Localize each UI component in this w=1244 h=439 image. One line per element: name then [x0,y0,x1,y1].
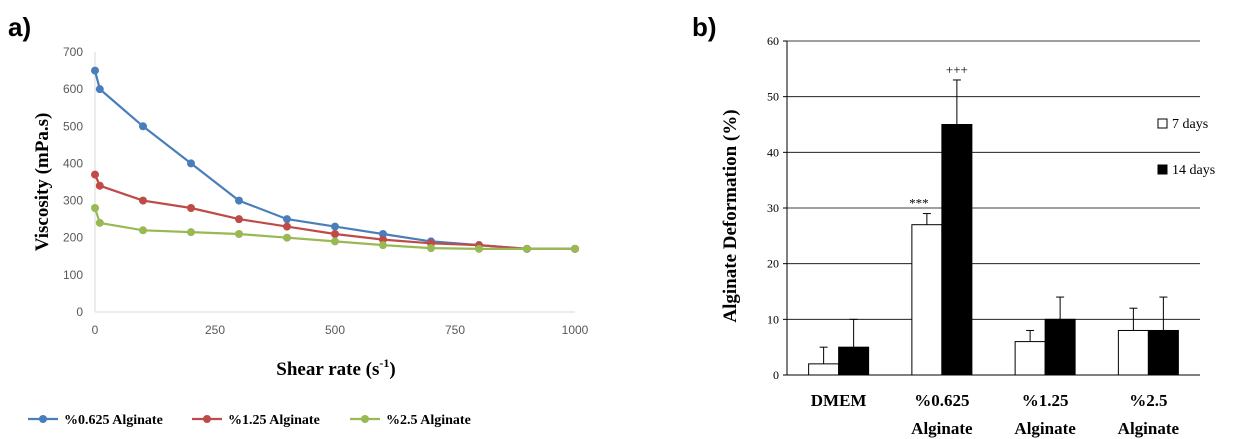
panel-b-deformation-chart: b) Alginate Deformation (%) 0 10 20 30 40 50 6… [692,12,1215,438]
panel-a-data-point [91,170,99,179]
panel-a-x-tick-label: 750 [445,323,465,337]
panel-b-y-tick-label: 20 [767,257,779,271]
panel-b-y-tick-label: 40 [767,145,779,159]
panel-a-y-tick-label: 0 [76,305,83,319]
panel-a-data-point [523,244,531,253]
panel-b-y-tick-label: 60 [767,34,779,48]
panel-a-y-axis-title: Viscosity (mPa.s) [32,113,53,252]
panel-b-bar [1014,341,1046,376]
panel-b-legend-swatch [1157,118,1168,129]
panel-a-legend-label: %1.25 Alginate [228,413,320,428]
panel-a-y-tick-label: 100 [63,268,83,282]
panel-a-x-tick-label: 1000 [562,323,589,337]
panel-a-data-point [235,230,243,238]
panel-a-data-point [95,85,104,94]
panel-a-data-point [283,215,291,224]
panel-a-viscosity-chart: a) Viscosity (mPa.s) Shear rate (s-1) 0 1… [8,12,589,428]
panel-b-significance-annotation: +++ [946,62,968,77]
panel-b-bar [911,224,943,376]
panel-a-data-point [187,159,195,168]
panel-a-legend-swatch-marker [361,415,369,423]
panel-a-data-point [235,215,243,224]
panel-b-category-label: Alginate [911,419,973,438]
panel-b-bar [1147,329,1179,376]
panel-a-y-tick-label: 600 [63,82,83,96]
panel-a-data-point [235,196,243,205]
panel-a-y-tick-label: 200 [63,231,83,245]
panel-b-bar [808,363,840,376]
panel-b-y-tick-label: 10 [767,312,779,326]
panel-b-bar [941,124,973,376]
panel-b-category-label: %0.625 [914,391,969,410]
panel-b-category-label: %1.25 [1022,391,1069,410]
panel-b-y-axis-title: Alginate Deformation (%) [720,109,741,322]
panel-a-series-line [93,207,575,250]
panel-a-data-point [427,244,435,253]
panel-a-series-line [93,174,575,250]
panel-a-legend-swatch-marker [39,415,47,423]
panel-b-label: b) [692,12,717,42]
panel-b-legend-label: 14 days [1172,163,1215,178]
panel-a-data-point [283,222,291,231]
panel-a-x-tick-label: 0 [92,323,99,337]
panel-b-bar [838,346,870,376]
panel-a-data-point [379,241,387,250]
panel-a-y-tick-label: 400 [63,156,83,170]
panel-a-data-point [91,204,99,212]
panel-a-legend-swatch-marker [203,415,211,423]
panel-a-data-point [139,122,147,131]
panel-a-data-point [475,244,483,253]
panel-a-data-point [139,226,147,235]
panel-b-category-label: DMEM [811,391,867,410]
panel-b-significance-annotation: *** [909,196,929,211]
panel-b-legend-swatch [1157,164,1168,175]
panel-b-category-label: Alginate [1014,419,1076,438]
panel-a-data-point [91,66,99,75]
panel-a-data-point [379,235,387,244]
panel-a-legend-label: %0.625 Alginate [64,413,163,428]
panel-a-data-point [95,218,104,227]
panel-a-data-point [331,230,339,238]
panel-b-bar [1117,329,1149,376]
panel-a-data-point [95,181,104,190]
panel-b-y-tick-label: 30 [767,201,779,215]
panel-a-x-tick-label: 250 [205,323,225,337]
panel-b-category-label: %2.5 [1129,391,1167,410]
panel-a-data-point [187,204,195,212]
panel-a-y-tick-label: 300 [63,194,83,208]
panel-a-data-point [331,237,339,246]
panel-b-category-label: Alginate [1118,419,1180,438]
panel-a-data-point [139,196,147,205]
panel-b-y-tick-label: 50 [767,90,779,104]
panel-a-data-point [331,222,339,231]
panel-a-data-point [379,230,387,238]
panel-a-data-point [187,228,195,237]
panel-a-series-line [93,70,575,250]
panel-a-x-axis-title: Shear rate (s-1) [276,356,395,380]
panel-a-y-tick-label: 500 [63,119,83,133]
panel-a-legend-label: %2.5 Alginate [386,413,471,428]
panel-a-data-point [283,233,291,242]
panel-b-legend-label: 7 days [1172,117,1208,132]
panel-a-data-point [571,244,579,253]
panel-a-y-tick-label: 700 [63,45,83,59]
panel-a-label: a) [8,12,31,42]
panel-b-bar [1044,318,1076,376]
panel-a-x-tick-label: 500 [325,323,345,337]
panel-b-y-tick-label: 0 [773,368,779,382]
